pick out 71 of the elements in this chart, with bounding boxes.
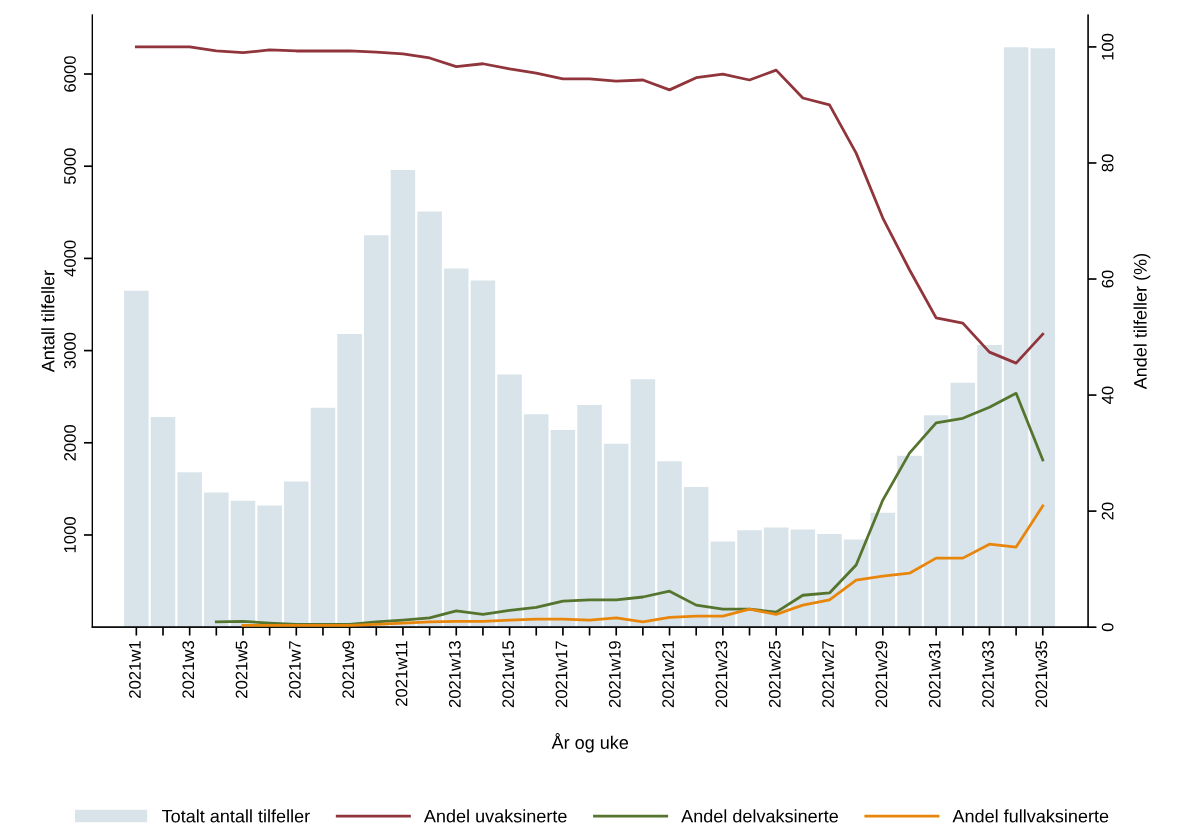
bar (1003, 47, 1029, 628)
bar (523, 414, 549, 628)
x-tick-label: 2021w35 (1035, 641, 1048, 708)
bar (550, 429, 576, 628)
bar (417, 211, 442, 628)
x-tick-label: 2021w11 (395, 641, 408, 706)
y2-tick-label: 20 (1101, 502, 1114, 520)
y-tick-label: 1000 (64, 517, 76, 553)
y-tick-label: 4000 (64, 240, 76, 277)
bar (897, 455, 922, 628)
legend-label: Andel uvaksinerte (423, 809, 567, 823)
bar (977, 345, 1002, 628)
x-tick-label: 2021w33 (982, 641, 994, 708)
x-tick-label: 2021w3 (182, 641, 195, 698)
y-tick-label: 5000 (64, 148, 76, 185)
bar (950, 382, 976, 628)
bar (390, 169, 416, 628)
bar (817, 534, 842, 628)
x-tick-label: 2021w19 (608, 641, 621, 708)
legend-label: Totalt antall tilfeller (162, 809, 310, 823)
x-tick-label: 2021w7 (288, 641, 301, 698)
bar (683, 487, 709, 628)
x-tick-label: 2021w9 (342, 641, 355, 698)
x-tick-label: 2021w13 (448, 641, 461, 708)
y2-tick-label: 80 (1101, 154, 1114, 172)
bar (737, 530, 762, 628)
bar (364, 235, 389, 628)
x-tick-label: 2021w25 (768, 641, 781, 708)
x-tick-label: 2021w27 (822, 641, 834, 708)
y-tick-label: 3000 (64, 332, 76, 369)
bar (790, 529, 816, 628)
y2-axis-title: Andel tilfeller (%) (1133, 253, 1151, 390)
x-tick-label: 2021w17 (555, 641, 568, 708)
line-series (241, 504, 1045, 627)
bar (657, 461, 682, 628)
bar (230, 500, 256, 628)
x-tick-label: 2021w29 (875, 641, 888, 708)
bar (763, 527, 789, 628)
x-tick-label: 2021w23 (715, 641, 728, 708)
bar (124, 290, 149, 628)
bar (204, 492, 229, 628)
line-series (134, 45, 1045, 365)
bar (630, 379, 656, 628)
bar (177, 472, 202, 628)
bar (443, 268, 469, 628)
bar (470, 280, 496, 628)
x-axis-title: År og uke (551, 733, 629, 753)
x-tick-label: 2021w15 (502, 641, 515, 708)
y-axis-title: Antall tilfeller (41, 270, 55, 373)
x-tick-label: 2021w1 (129, 641, 141, 698)
bar (577, 404, 602, 628)
y2-tick-label: 60 (1101, 270, 1114, 288)
y-tick-label: 2000 (64, 424, 76, 461)
legend-label: Andel delvaksinerte (681, 809, 838, 823)
y2-tick-label: 40 (1101, 386, 1114, 404)
legend-label: Andel fullvaksinerte (952, 809, 1109, 823)
x-tick-label: 2021w21 (662, 641, 675, 708)
bar (497, 374, 522, 628)
x-tick-label: 2021w5 (235, 641, 248, 698)
bar (603, 443, 629, 628)
bar (710, 541, 736, 628)
y-tick-label: 6000 (64, 56, 76, 92)
bar (337, 334, 362, 628)
bar (923, 415, 949, 628)
x-tick-label: 2021w31 (928, 641, 941, 708)
bar (870, 512, 896, 628)
bar (1030, 48, 1056, 628)
bar (150, 416, 176, 628)
y2-tick-label: 0 (1101, 623, 1114, 632)
y2-tick-label: 100 (1101, 33, 1114, 60)
line-series (214, 391, 1045, 626)
